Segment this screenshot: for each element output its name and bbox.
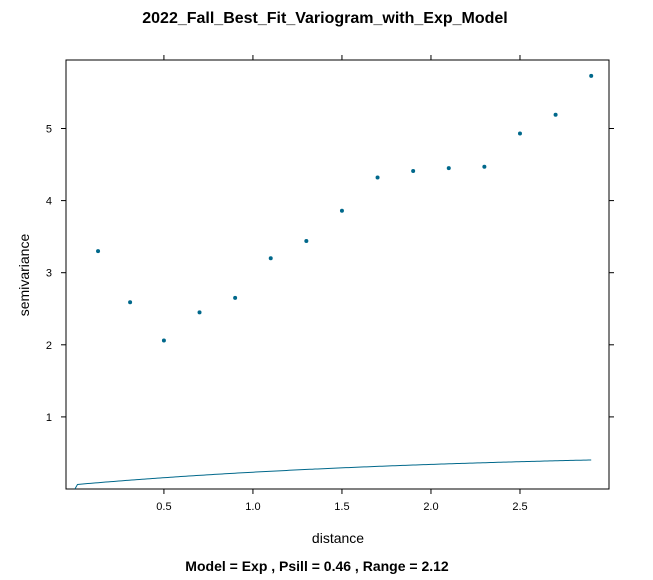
data-point xyxy=(446,166,451,171)
x-axis: 0.5 1.0 1.5 2.0 2.5 xyxy=(156,55,528,513)
data-points xyxy=(96,73,594,343)
x-tick-label: 1.5 xyxy=(334,501,349,513)
x-tick-label: 1.0 xyxy=(245,501,260,513)
y-tick-label: 2 xyxy=(46,340,52,352)
data-point xyxy=(482,164,487,169)
model-curve xyxy=(74,459,592,490)
data-point xyxy=(375,175,380,180)
chart-subtitle: Model = Exp , Psill = 0.46 , Range = 2.1… xyxy=(185,558,449,574)
y-tick-label: 1 xyxy=(46,412,52,424)
x-tick-label: 2.0 xyxy=(423,501,438,513)
data-point xyxy=(128,300,133,305)
data-point xyxy=(304,238,309,243)
data-point xyxy=(589,73,594,78)
y-tick-label: 5 xyxy=(46,123,52,135)
y-axis: 1 2 3 4 5 xyxy=(46,123,614,424)
data-point xyxy=(411,169,416,174)
data-point xyxy=(197,310,202,315)
y-tick-label: 3 xyxy=(46,268,52,280)
plot-frame xyxy=(65,59,610,490)
x-axis-label: distance xyxy=(312,530,364,546)
data-point xyxy=(233,295,238,300)
data-point xyxy=(517,131,522,136)
x-tick-label: 2.5 xyxy=(512,501,527,513)
data-point xyxy=(161,338,166,343)
chart-title: 2022_Fall_Best_Fit_Variogram_with_Exp_Mo… xyxy=(142,10,507,27)
data-point xyxy=(96,249,101,254)
data-point xyxy=(339,208,344,213)
y-axis-label: semivariance xyxy=(16,234,32,317)
y-tick-label: 4 xyxy=(46,196,52,208)
data-point xyxy=(553,112,558,117)
data-point xyxy=(268,256,273,261)
x-tick-label: 0.5 xyxy=(156,501,171,513)
